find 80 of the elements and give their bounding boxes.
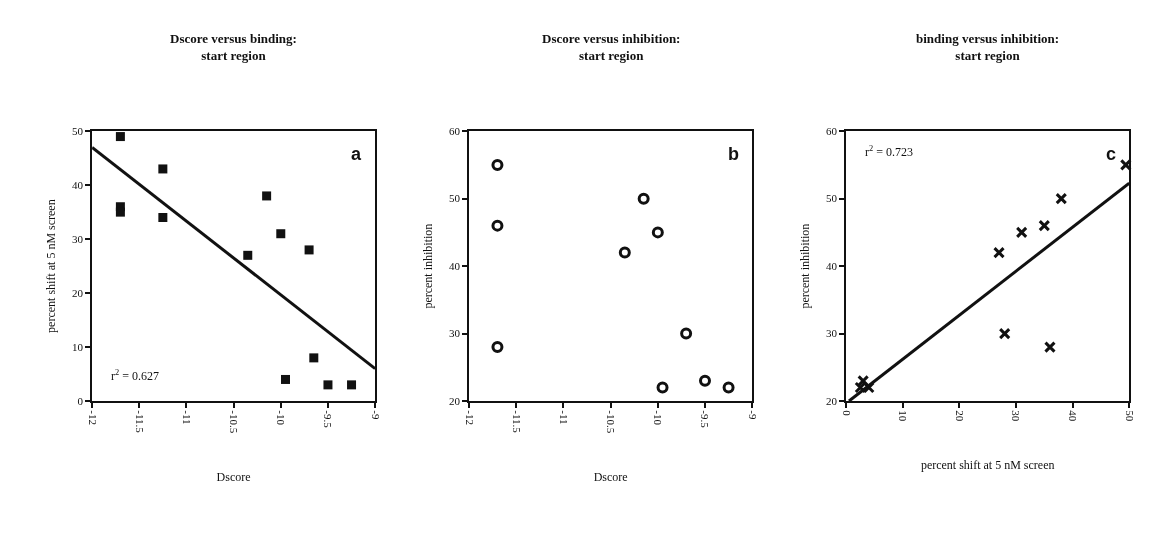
point [1015, 226, 1028, 239]
point [491, 341, 504, 354]
x-tick-label: -9 [369, 410, 382, 420]
point [656, 381, 669, 394]
x-tick-label: 10 [897, 410, 910, 422]
point [309, 353, 319, 363]
y-tick-label: 60 [825, 125, 838, 138]
y-tick-label: 20 [71, 286, 84, 299]
chart-title: Dscore versus binding: start region [170, 31, 297, 63]
point [699, 374, 711, 387]
y-axis-title: percent shift at 5 nM screen [43, 199, 58, 333]
y-tick-label: 50 [71, 125, 84, 138]
x-tick-label: -11 [180, 410, 193, 425]
y-tick-label: 10 [71, 340, 84, 353]
x-tick-label: -10.5 [228, 410, 241, 434]
x-axis-title: Dscore [593, 470, 628, 485]
point [1038, 219, 1051, 232]
x-axis-title: percent shift at 5 nM screen [920, 458, 1055, 473]
y-tick-label: 40 [825, 259, 838, 272]
x-axis-title: Dscore [216, 470, 251, 485]
y-tick-label: 50 [825, 192, 838, 205]
point [722, 381, 735, 394]
y-tick-label: 0 [77, 394, 84, 407]
y-axis-title: percent inhibition [797, 223, 812, 309]
annotation: a [351, 144, 362, 164]
point [1043, 341, 1056, 354]
x-tick-label: -10 [275, 410, 288, 426]
x-tick-label: -12 [463, 410, 476, 425]
annotation: r$^{2}$ = 0.627 [111, 368, 159, 384]
point [281, 374, 290, 384]
y-axis-title: percent inhibition [420, 223, 435, 309]
point [1055, 192, 1068, 205]
point [1119, 158, 1132, 171]
point [993, 246, 1006, 259]
point [304, 245, 314, 255]
point [243, 250, 253, 260]
point [637, 192, 650, 205]
point [491, 219, 504, 232]
chart-title: binding versus inhibition: start region [916, 31, 1060, 63]
x-tick-label: -12 [86, 410, 99, 425]
y-tick-label: 50 [448, 192, 461, 205]
point [491, 158, 504, 171]
x-tick-label: 50 [1123, 410, 1136, 422]
point [158, 164, 168, 174]
x-tick-label: 30 [1010, 410, 1023, 422]
y-tick-label: 60 [448, 125, 461, 138]
point [115, 132, 125, 142]
point [618, 246, 631, 259]
y-tick-label: 30 [825, 327, 838, 340]
annotation: r$^{2}$ = 0.723 [865, 144, 913, 160]
point [262, 191, 272, 201]
y-tick-label: 20 [448, 394, 461, 407]
chart-title: Dscore versus inhibition: start region [542, 31, 681, 63]
x-tick-label: -10 [652, 410, 665, 426]
y-tick-label: 30 [71, 232, 84, 245]
annotation: b [728, 144, 739, 164]
point [998, 327, 1011, 340]
x-tick-label: -11.5 [133, 410, 146, 434]
y-tick-label: 30 [448, 327, 461, 340]
point [158, 213, 168, 223]
x-tick-label: 20 [953, 410, 966, 422]
point [347, 380, 357, 390]
point [857, 374, 870, 387]
x-tick-label: 40 [1067, 410, 1080, 422]
y-tick-label: 40 [448, 259, 461, 272]
point [323, 380, 333, 390]
x-tick-label: -9 [746, 410, 759, 420]
point [680, 327, 693, 340]
x-tick-label: 0 [840, 410, 853, 417]
x-tick-label: -11 [557, 410, 570, 425]
point [115, 207, 125, 217]
y-tick-label: 40 [71, 179, 84, 191]
x-tick-label: -9.5 [322, 410, 335, 429]
x-tick-label: -11.5 [510, 410, 523, 434]
x-tick-label: -10.5 [605, 410, 618, 434]
annotation: c [1106, 144, 1117, 164]
y-tick-label: 20 [825, 394, 838, 407]
point [276, 229, 286, 239]
point [651, 226, 664, 239]
x-tick-label: -9.5 [699, 410, 712, 429]
